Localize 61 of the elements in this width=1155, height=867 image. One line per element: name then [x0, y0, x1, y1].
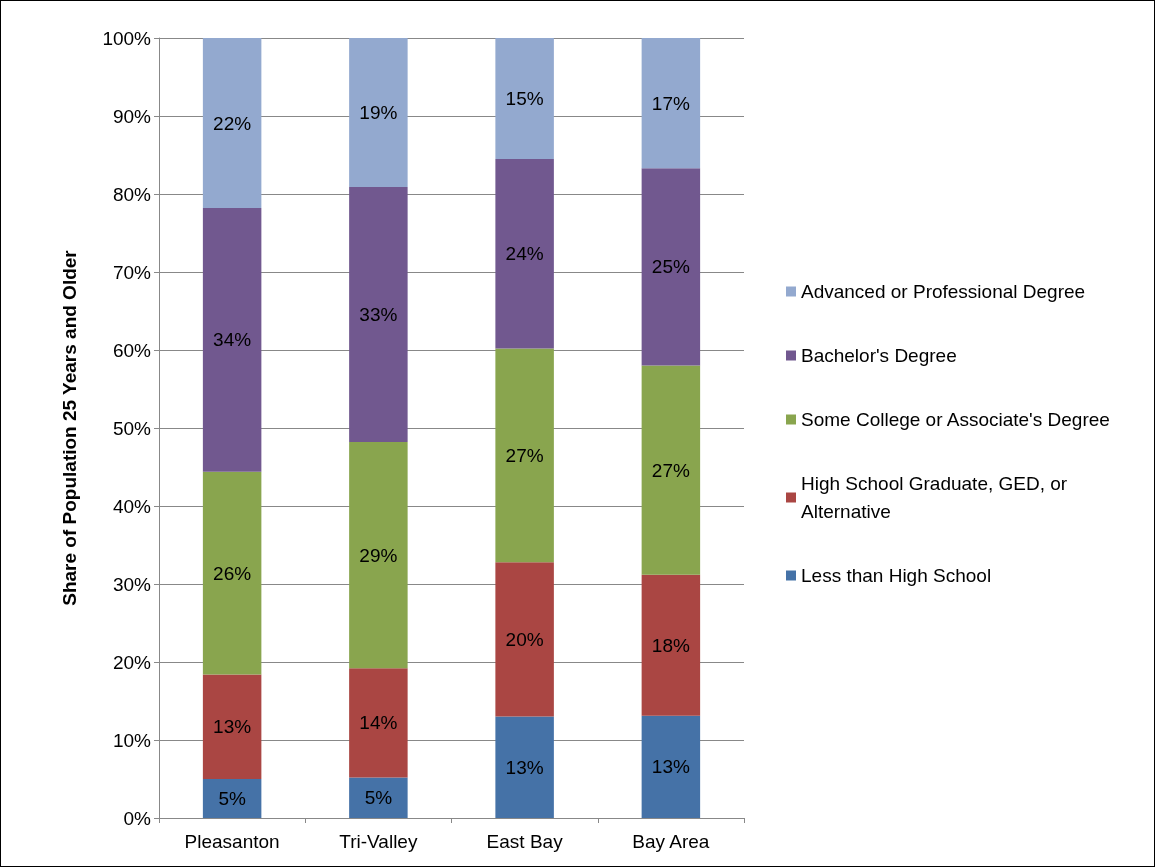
data-label: 18% [651, 634, 690, 656]
data-label: 14% [359, 712, 398, 734]
bar [349, 777, 408, 818]
bar [202, 674, 262, 779]
bar [495, 158, 554, 349]
data-label: 13% [651, 756, 690, 778]
bar [641, 574, 701, 716]
legend-label: Bachelor's Degree [801, 345, 957, 366]
legend-label: Advanced or Professional Degree [801, 281, 1086, 302]
data-label: 27% [505, 444, 544, 466]
bar [349, 186, 408, 443]
legend-label: High School Graduate, GED, or Alternative [801, 473, 1073, 522]
data-label: 26% [213, 562, 252, 584]
bar [495, 562, 554, 717]
y-tick-label: 10% [112, 729, 152, 751]
bar [202, 208, 262, 472]
data-label: 33% [359, 304, 398, 326]
bar [641, 168, 701, 366]
y-tick-label: 40% [112, 495, 152, 517]
legend-label: Some College or Associate's Degree [801, 409, 1110, 430]
data-label: 29% [359, 544, 398, 566]
data-label: 22% [213, 112, 252, 134]
bar [202, 471, 262, 675]
bar [641, 715, 701, 818]
data-label: 20% [505, 628, 544, 650]
bar [495, 348, 554, 563]
x-tick-label: East Bay [486, 831, 564, 852]
y-tick-label: 80% [112, 183, 152, 205]
x-tick-label: Tri-Valley [339, 831, 418, 852]
y-tick-label: 60% [112, 339, 152, 361]
legend-label: Less than High School [801, 565, 992, 586]
y-tick-label: 30% [112, 573, 152, 595]
y-tick-label: 90% [112, 105, 152, 127]
y-tick-label: 20% [112, 651, 152, 673]
bar [641, 365, 701, 575]
y-tick-label: 50% [112, 417, 152, 439]
y-tick-label: 100% [102, 27, 152, 49]
x-tick-label: Bay Area [632, 831, 710, 852]
y-tick-label: 0% [123, 807, 152, 829]
data-label: 13% [505, 756, 544, 778]
bar [349, 38, 408, 187]
bar [202, 779, 262, 818]
data-label: 17% [651, 92, 690, 114]
data-label: 25% [651, 256, 690, 278]
bar [349, 442, 408, 669]
bar [641, 38, 701, 169]
y-axis-title: Share of Population 25 Years and Older [59, 249, 80, 606]
data-label: 19% [359, 101, 398, 123]
data-label: 24% [505, 243, 544, 265]
y-tick-label: 70% [112, 261, 152, 283]
data-label: 27% [651, 459, 690, 481]
data-label: 34% [213, 329, 252, 351]
data-label: 13% [213, 716, 252, 738]
data-label: 15% [505, 87, 544, 109]
x-tick-label: Pleasanton [184, 831, 280, 852]
bar [349, 668, 408, 778]
bar [202, 38, 262, 209]
data-label: 5% [364, 787, 393, 809]
data-label: 5% [218, 788, 246, 809]
bar [495, 38, 554, 159]
bar [495, 716, 554, 818]
